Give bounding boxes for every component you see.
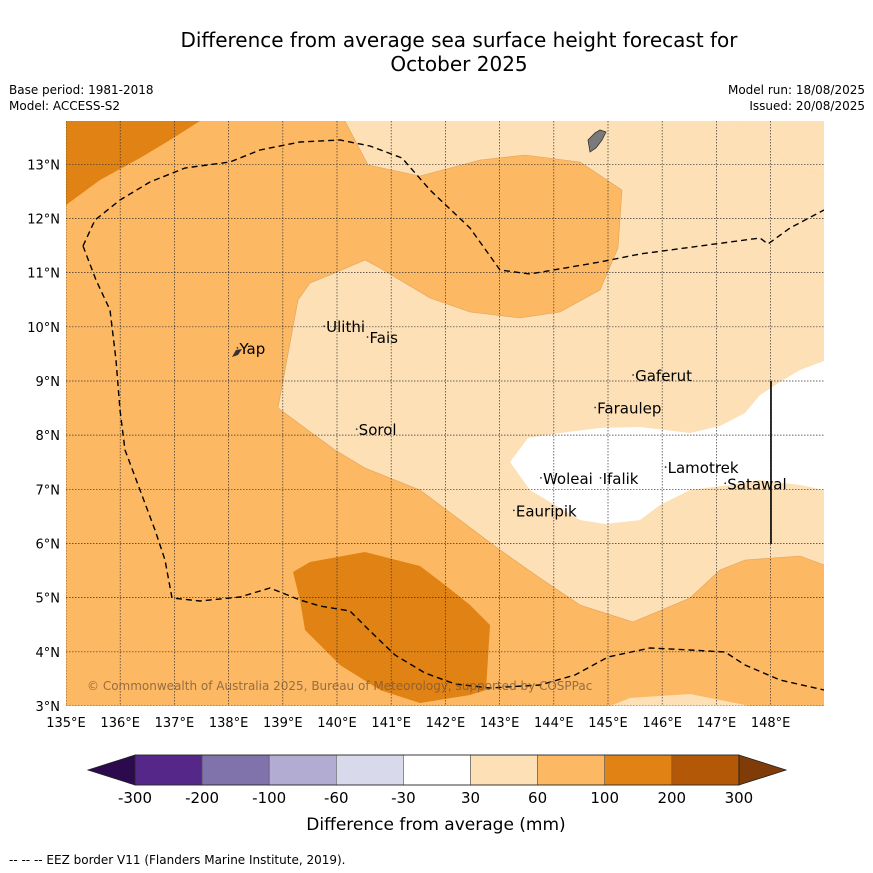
model-run: Model run: 18/08/2025 xyxy=(727,83,865,97)
map-fill xyxy=(66,121,824,706)
lon-tick-labels: 135°E 136°E 137°E 138°E 139°E 140°E 141°E 142°E… xyxy=(46,716,790,731)
lon-tick-label: 147°E xyxy=(697,716,737,731)
colorbar-segment xyxy=(671,754,740,786)
island-marker xyxy=(512,509,515,512)
colorbar-segment xyxy=(335,754,404,786)
island-marker xyxy=(355,428,358,431)
place-label-eauripik: Eauripik xyxy=(516,502,577,520)
place-label-faraulep: Faraulep xyxy=(597,399,661,417)
chart-title: Difference from average sea surface heig… xyxy=(0,28,873,76)
lon-tick-label: 138°E xyxy=(209,716,249,731)
lat-tick-label: 3°N xyxy=(36,700,61,715)
place-labels: Ulithi Fais Yap Gaferut Faraulep Sorol Lamotre… xyxy=(236,318,787,520)
colorbar-segment xyxy=(268,754,337,786)
colorbar-tick-label: 30 xyxy=(461,789,480,807)
map-frame xyxy=(66,121,824,706)
lon-tick-label: 136°E xyxy=(100,716,140,731)
place-label-ulithi: Ulithi xyxy=(326,318,365,336)
place-label-gaferut: Gaferut xyxy=(635,367,692,385)
island-marker xyxy=(724,482,727,485)
lat-tick-label: 6°N xyxy=(36,537,61,552)
colorbar-segment xyxy=(604,754,673,786)
copyright-text: © Commonwealth of Australia 2025, Bureau… xyxy=(87,679,592,693)
colorbar-tick-label: -100 xyxy=(252,789,286,807)
colorbar-tick-label: 300 xyxy=(725,789,754,807)
place-label-yap: Yap xyxy=(238,340,265,358)
fill-100-200-south xyxy=(293,552,490,703)
title-line-1: Difference from average sea surface heig… xyxy=(180,28,738,52)
place-label-woleai: Woleai xyxy=(543,470,593,488)
fill-neutral xyxy=(510,361,824,524)
colorbar-tick-label: -60 xyxy=(324,789,349,807)
place-label-ifalik: Ifalik xyxy=(603,470,639,488)
footer-legend: -- -- -- EEZ border V11 (Flanders Marine… xyxy=(9,853,346,867)
colorbar-under-arrow xyxy=(86,754,136,786)
island-marker xyxy=(632,374,634,376)
lon-tick-label: 143°E xyxy=(480,716,520,731)
colorbar-segment xyxy=(403,754,471,786)
colorbar: -300 -200 -100 -60 -30 30 60 100 200 300 xyxy=(86,754,788,807)
lat-tick-label: 7°N xyxy=(36,483,61,498)
fill-30-60-north xyxy=(345,121,824,176)
lat-tick-label: 9°N xyxy=(36,375,61,390)
island-marker xyxy=(540,477,542,479)
lat-tick-label: 12°N xyxy=(27,212,60,227)
fill-100-200-northwest xyxy=(66,121,200,205)
title-line-2: October 2025 xyxy=(390,52,528,76)
colorbar-tick-label: -30 xyxy=(391,789,416,807)
lat-tick-label: 5°N xyxy=(36,592,61,607)
colorbar-tick-label: -200 xyxy=(185,789,219,807)
guam-island-icon xyxy=(587,129,607,153)
base-period: Base period: 1981-2018 xyxy=(9,83,154,97)
lat-tick-label: 4°N xyxy=(36,646,61,661)
lon-tick-label: 139°E xyxy=(263,716,303,731)
colorbar-tick-label: 60 xyxy=(528,789,547,807)
lon-tick-label: 146°E xyxy=(642,716,682,731)
island-marker xyxy=(664,466,667,468)
lon-tick-label: 141°E xyxy=(371,716,411,731)
fill-30-60-south xyxy=(610,694,750,706)
colorbar-segment xyxy=(470,754,538,786)
colorbar-tick-label: 100 xyxy=(590,789,619,807)
gridlines xyxy=(66,121,824,706)
meta-left: Base period: 1981-2018 Model: ACCESS-S2 xyxy=(9,82,154,114)
colorbar-segment xyxy=(201,754,270,786)
lat-tick-labels: 3°N 4°N 5°N 6°N 7°N 8°N 9°N 10°N 11°N 12°N 13°N xyxy=(27,158,60,715)
place-label-sorol: Sorol xyxy=(359,421,397,439)
colorbar-tick-label: 200 xyxy=(657,789,686,807)
fill-60-100 xyxy=(66,121,824,706)
lon-tick-label: 148°E xyxy=(751,716,791,731)
eez-border xyxy=(82,139,824,691)
colorbar-frame xyxy=(134,754,740,786)
lon-tick-label: 145°E xyxy=(588,716,628,731)
colorbar-segment xyxy=(134,754,203,786)
yap-island-icon xyxy=(232,349,242,357)
lat-tick-label: 8°N xyxy=(36,429,61,444)
lat-tick-label: 10°N xyxy=(27,321,60,336)
island-marker xyxy=(594,406,597,409)
lon-tick-label: 142°E xyxy=(426,716,466,731)
colorbar-over-arrow xyxy=(738,754,788,786)
lon-tick-label: 137°E xyxy=(155,716,195,731)
lon-tick-label: 135°E xyxy=(46,716,86,731)
lat-tick-label: 13°N xyxy=(27,158,60,173)
model-name: Model: ACCESS-S2 xyxy=(9,99,121,113)
lon-tick-label: 144°E xyxy=(534,716,574,731)
place-label-lamotrek: Lamotrek xyxy=(668,459,739,477)
place-label-satawal: Satawal xyxy=(727,475,786,493)
lat-tick-label: 11°N xyxy=(27,267,60,282)
fill-30-60-north-2 xyxy=(278,121,824,622)
island-marker xyxy=(599,477,602,479)
island-marker xyxy=(323,325,326,328)
lon-tick-label: 140°E xyxy=(317,716,357,731)
island-marker xyxy=(236,346,239,349)
issued-date: Issued: 20/08/2025 xyxy=(749,99,865,113)
colorbar-tick-label: -300 xyxy=(118,789,152,807)
colorbar-label: Difference from average (mm) xyxy=(306,815,565,835)
place-label-fais: Fais xyxy=(370,329,399,347)
colorbar-segment xyxy=(537,754,605,786)
meta-right: Model run: 18/08/2025 Issued: 20/08/2025 xyxy=(728,82,865,114)
island-marker xyxy=(366,336,369,338)
